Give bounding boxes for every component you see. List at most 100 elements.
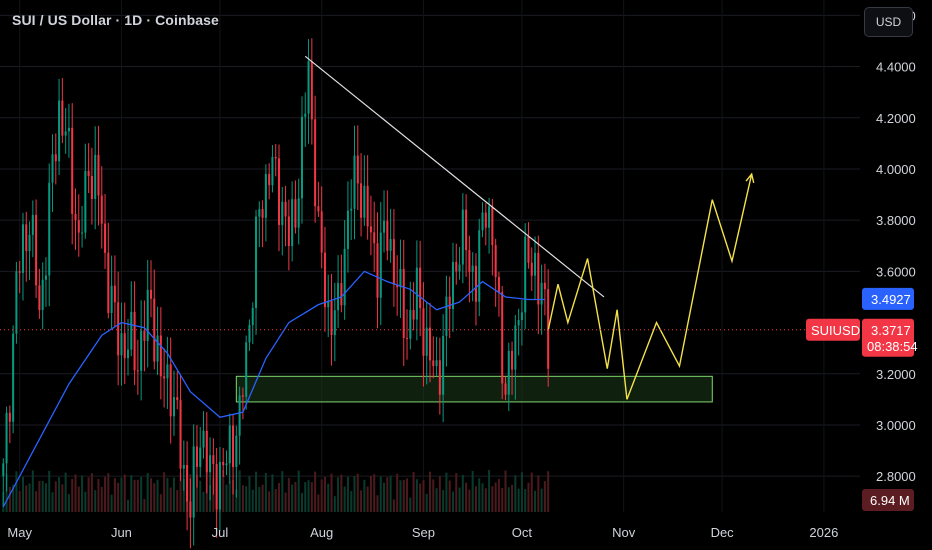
candle-body [527,236,530,263]
candle-body [149,289,153,299]
volume-bar [235,489,238,512]
volume-bar [94,490,97,512]
volume-bar [435,488,438,512]
candle-body [343,248,346,306]
volume-bar [415,479,418,512]
candle-body [383,220,386,233]
price-axis[interactable]: 4.60004.40004.20004.00003.80003.60003.20… [876,8,916,484]
currency-button[interactable]: USD [864,7,913,37]
x-tick-label: Aug [310,525,333,540]
symbol-label: SUIUSD [811,323,860,338]
candle-body [74,213,77,221]
candle-body [251,307,254,326]
volume-bar [540,488,543,512]
candle-body [64,131,67,136]
candle-body [297,198,300,228]
candle-body [67,127,70,132]
candle-body [461,209,464,265]
volume-bar [222,470,225,512]
candle-body [176,397,179,401]
candle-body [84,170,87,233]
candle-body [281,201,284,226]
volume-bar [12,484,15,512]
volume-bar [458,487,461,512]
volume-bar [5,473,8,512]
y-tick-label: 3.0000 [876,418,916,433]
candle-body [94,154,97,200]
volume-bar [153,483,156,512]
candle-body [172,397,175,417]
volume-bar [491,486,494,512]
candle-body [438,360,441,395]
candle-body [51,154,54,183]
volume-bar [373,474,376,512]
volume-bar [156,479,159,512]
trendline[interactable] [304,55,605,298]
volume-bar [396,473,399,512]
volume-bar [225,484,228,512]
volume-bar [146,473,149,512]
candle-body [133,311,136,371]
volume-bar [64,472,67,512]
candle-body [153,298,156,362]
candle-body [28,234,31,252]
trendline-layer[interactable] [304,55,605,298]
volume-bar [245,486,248,512]
candle-body [501,292,504,384]
volume-bar [258,486,261,512]
time-axis[interactable]: May Jun Jul Aug Sep Oct Nov Dec 2026 [7,525,838,540]
volume-bar [149,478,153,512]
candle-body [491,206,494,246]
volume-bar [110,494,113,512]
volume-bar [366,486,369,512]
volume-bar [300,493,304,512]
support-rectangle[interactable] [235,375,713,403]
volume-bar [379,476,382,512]
x-tick-label: Jun [111,525,132,540]
volume-bar [337,477,340,512]
volume-bar [133,479,136,512]
volume-bar [28,483,31,512]
volume-bar [343,486,346,512]
volume-bar [314,471,317,512]
volume-bar [445,472,448,512]
candle-body [5,412,8,464]
candle-body [392,239,395,285]
volume-bar [297,470,300,512]
y-tick-label: 3.2000 [876,367,916,382]
candle-body [48,182,51,276]
candle-body [258,209,261,217]
candle-body [225,463,228,466]
symbol-badge [806,318,860,341]
candle-body [140,330,143,371]
volume-bar [25,485,28,512]
volume-bar [392,499,395,512]
candle-body [360,183,363,218]
symbol-title[interactable]: SUI / US Dollar · 1D · Coinbase [12,12,219,28]
projection-path[interactable] [547,173,753,400]
candle-body [346,210,349,249]
candle-body [104,223,107,253]
candle-body [31,214,34,235]
volume-bar [54,481,57,512]
candle-body [90,175,93,200]
candle-body [327,300,330,308]
candle-body [314,119,317,207]
volume-bar [169,487,172,512]
volume-bar [307,480,310,512]
candle-body [284,201,287,217]
candle-body [126,349,130,359]
candle-body [422,308,425,356]
y-tick-label: 2.8000 [876,469,916,484]
support-zone[interactable] [235,375,713,403]
volume-bar [228,481,231,512]
volume-bar [261,484,264,512]
candle-body [163,376,166,379]
candle-body [530,262,533,276]
volume-badge [862,489,914,511]
volume-bar [340,474,343,512]
projection-layer[interactable] [547,172,755,400]
moving-average [2,270,545,508]
volume-bar [212,477,215,512]
